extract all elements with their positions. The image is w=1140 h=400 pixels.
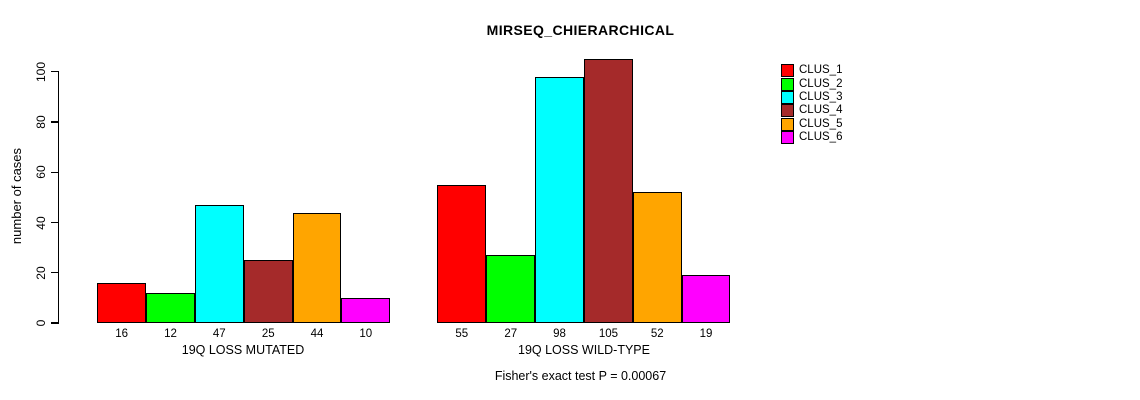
legend-swatch — [781, 90, 794, 104]
bar-clus_4-group1 — [243, 260, 293, 323]
legend-swatch — [781, 117, 794, 131]
bar-clus_6-group2 — [681, 275, 731, 323]
y-tick-label: 60 — [34, 165, 48, 179]
y-tick-label: 20 — [34, 266, 48, 280]
y-tick — [51, 221, 59, 224]
legend-swatch — [781, 131, 794, 145]
y-tick-label: 0 — [34, 319, 48, 327]
bar-value-label: 16 — [115, 328, 128, 340]
legend-item: CLUS_6 — [781, 131, 843, 145]
y-tick-label: 80 — [34, 115, 48, 129]
legend-label: CLUS_2 — [799, 77, 843, 90]
bar-value-label: 55 — [455, 328, 469, 340]
legend-swatch — [781, 77, 794, 91]
y-tick — [51, 71, 59, 73]
y-tick — [51, 121, 59, 123]
y-tick-label: 100 — [34, 61, 48, 82]
bar-value-label: 27 — [504, 328, 518, 340]
bar-clus_4-group2 — [584, 59, 633, 323]
bar-clus_5-group1 — [292, 212, 342, 323]
chart-title: MIRSEQ_CHIERARCHICAL — [486, 22, 675, 38]
bar-clus_6-group1 — [341, 297, 391, 323]
bar-clus_1-group1 — [97, 282, 147, 323]
legend-item: CLUS_1 — [781, 64, 843, 78]
y-tick — [51, 322, 59, 324]
bar-clus_1-group2 — [437, 184, 487, 323]
bar-clus_3-group2 — [535, 76, 584, 323]
x-category-label-mutated: 19Q LOSS MUTATED — [181, 343, 305, 357]
bar-clus_3-group1 — [194, 204, 244, 323]
legend-label: CLUS_1 — [799, 64, 843, 77]
y-tick — [51, 171, 59, 173]
bar-value-label: 105 — [598, 328, 619, 340]
stat-note: Fisher's exact test P = 0.00067 — [494, 369, 667, 383]
y-tick — [51, 272, 59, 274]
bar-clus_2-group1 — [146, 292, 195, 323]
legend-item: CLUS_3 — [781, 90, 843, 104]
y-axis-title: number of cases — [9, 147, 24, 245]
y-axis-line — [58, 71, 60, 324]
bar-value-label: 25 — [261, 328, 275, 340]
legend-label: CLUS_5 — [799, 117, 843, 130]
bar-value-label: 52 — [650, 328, 664, 340]
legend-swatch — [781, 64, 794, 78]
legend-label: CLUS_4 — [799, 104, 843, 117]
bar-clus_2-group2 — [486, 255, 536, 323]
legend-item: CLUS_2 — [781, 77, 843, 91]
x-category-label-wild-type: 19Q LOSS WILD-TYPE — [518, 343, 650, 357]
legend: CLUS_1 CLUS_2 CLUS_3 CLUS_4 CLUS_5 CLUS_6 — [781, 64, 843, 145]
bar-value-label: 44 — [310, 328, 324, 340]
bar-value-label: 12 — [164, 328, 177, 340]
bar-value-label: 10 — [359, 328, 373, 340]
bar-value-label: 98 — [553, 328, 566, 340]
bar-value-label: 47 — [212, 328, 226, 340]
legend-label: CLUS_6 — [799, 131, 843, 144]
legend-swatch — [781, 104, 794, 118]
y-tick-label: 40 — [34, 215, 48, 230]
bar-value-label: 19 — [699, 328, 713, 340]
legend-item: CLUS_5 — [781, 117, 843, 131]
bar-clus_5-group2 — [632, 192, 682, 323]
legend-item: CLUS_4 — [781, 104, 843, 118]
legend-label: CLUS_3 — [799, 90, 843, 103]
